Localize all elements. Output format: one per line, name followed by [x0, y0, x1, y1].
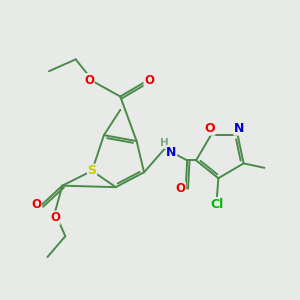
Text: O: O [144, 74, 154, 87]
Text: N: N [166, 146, 177, 159]
Text: H: H [160, 138, 169, 148]
Text: N: N [234, 122, 244, 135]
Text: S: S [88, 164, 97, 177]
Text: Cl: Cl [210, 198, 224, 211]
Text: O: O [175, 182, 185, 195]
Text: O: O [50, 211, 60, 224]
Text: O: O [204, 122, 215, 135]
Text: O: O [84, 74, 94, 87]
Text: O: O [31, 199, 41, 212]
